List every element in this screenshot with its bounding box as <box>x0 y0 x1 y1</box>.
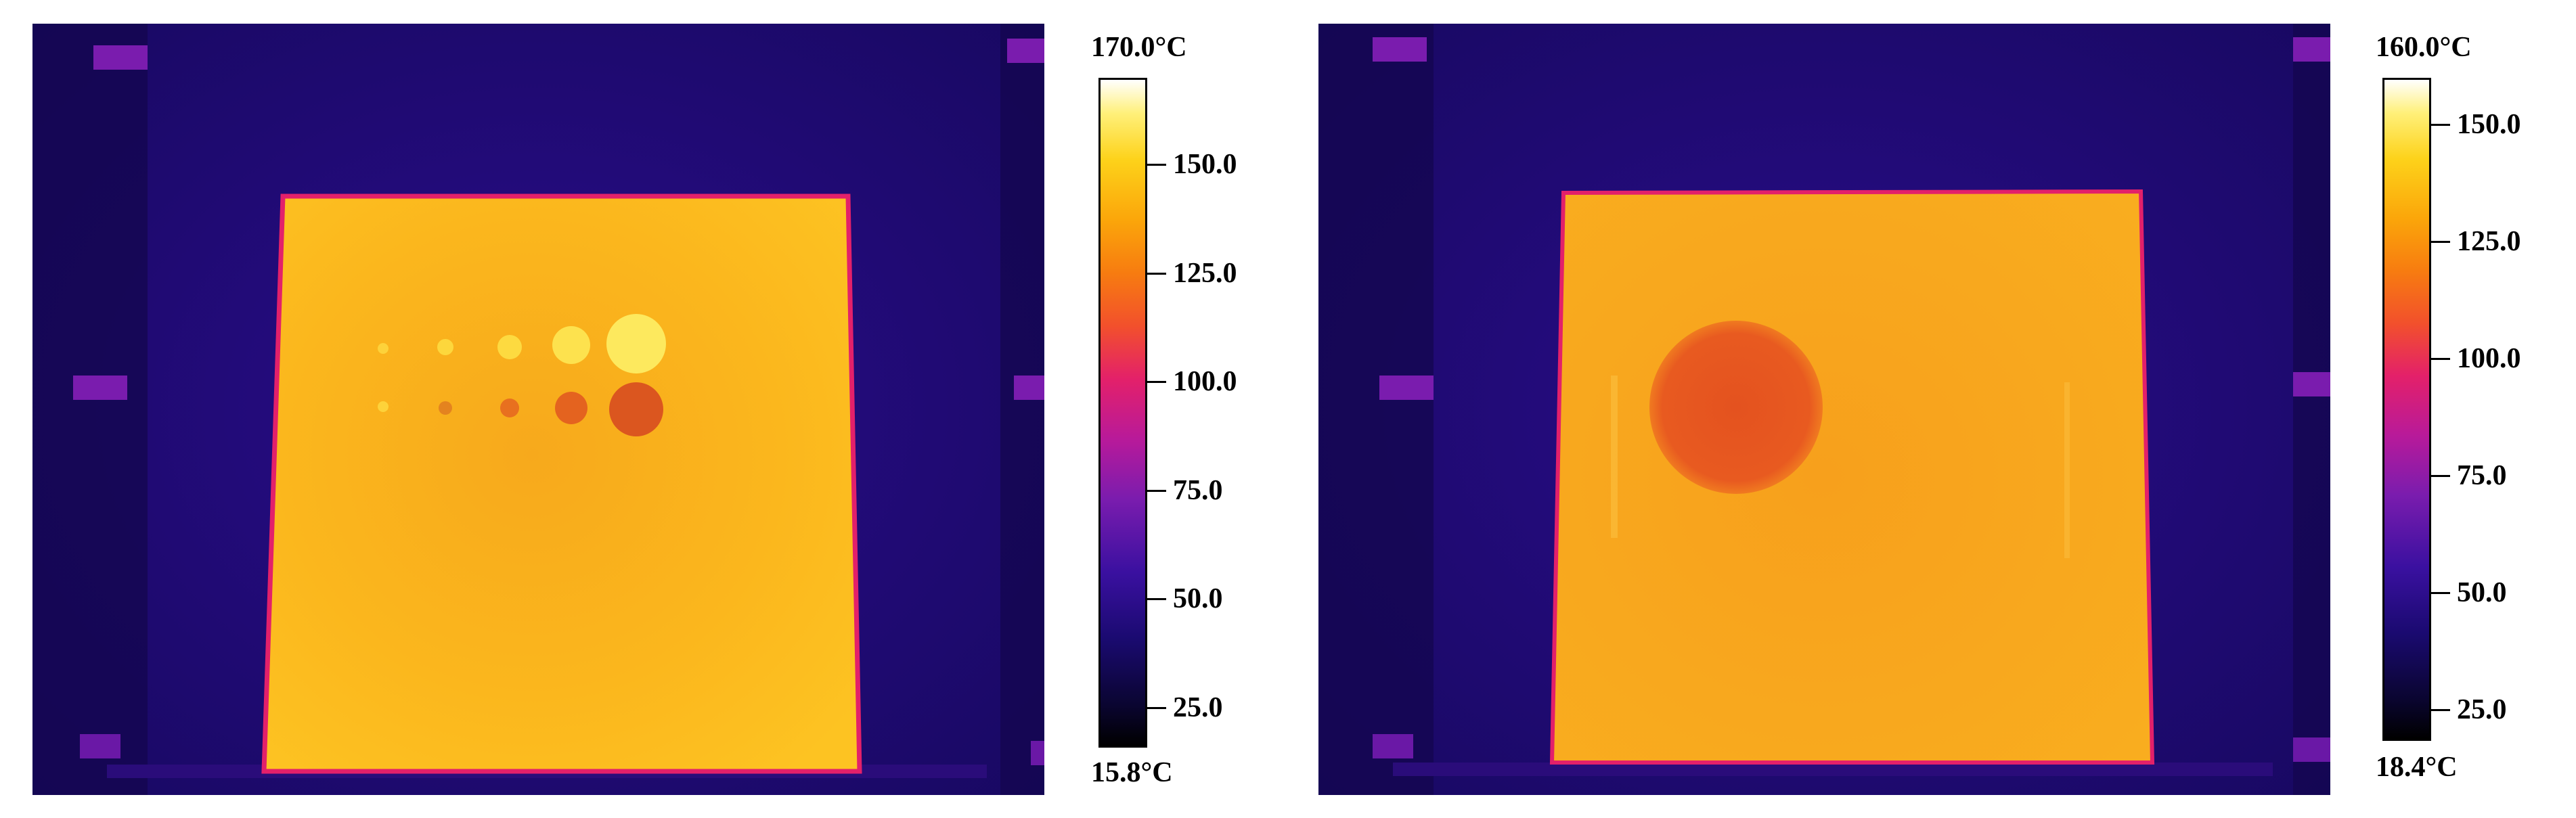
defect-row-top <box>378 314 666 373</box>
clamp-marker <box>80 734 120 758</box>
thermal-panel-left: 170.0°C 15.8°C 150.0 125.0 100.0 75.0 50.0 25… <box>0 0 1286 818</box>
scale-tick-label: 25.0 <box>1173 691 1223 723</box>
thermal-image-right <box>1318 24 2330 795</box>
scale-tick <box>2431 124 2450 127</box>
scale-tick-label: 75.0 <box>1173 474 1223 506</box>
left-mount-strip <box>1318 24 1434 795</box>
clamp-marker <box>2293 737 2330 762</box>
scale-tick <box>1147 272 1166 275</box>
clamp-marker <box>1031 741 1044 765</box>
right-mount-strip <box>2293 24 2330 795</box>
scale-tick-label: 100.0 <box>1173 366 1237 398</box>
scale-tick-label: 100.0 <box>2457 343 2521 375</box>
thermal-image-left <box>32 24 1044 795</box>
heated-plate <box>1549 189 2155 765</box>
scale-tick <box>2431 475 2450 478</box>
clamp-marker <box>93 45 148 70</box>
clamp-marker <box>1007 39 1044 63</box>
clamp-marker <box>73 376 127 400</box>
scale-max-label: 170.0°C <box>1091 32 1187 63</box>
clamp-marker <box>1379 376 1434 400</box>
scale-min-label: 15.8°C <box>1091 757 1173 788</box>
scale-tick <box>1147 489 1166 492</box>
scale-tick <box>1147 598 1166 601</box>
scale-tick-label: 50.0 <box>2457 577 2507 609</box>
scale-tick <box>2431 358 2450 361</box>
scale-tick-label: 125.0 <box>2457 226 2521 258</box>
scale-tick <box>1147 706 1166 709</box>
scale-tick-label: 75.0 <box>2457 460 2507 492</box>
scale-tick-label: 50.0 <box>1173 583 1223 615</box>
scale-tick-label: 25.0 <box>2457 694 2507 726</box>
color-scale-bar <box>1098 78 1147 748</box>
left-mount-strip <box>32 24 148 795</box>
clamp-marker <box>1373 734 1413 758</box>
plate-streak <box>2064 382 2070 558</box>
clamp-marker <box>2293 372 2330 396</box>
scale-tick <box>2431 709 2450 712</box>
scale-min-label: 18.4°C <box>2376 752 2458 783</box>
scale-max-label: 160.0°C <box>2376 32 2472 63</box>
defect-spot <box>1649 321 1823 494</box>
scale-tick <box>2431 592 2450 595</box>
color-scale-bar <box>2382 78 2431 741</box>
scale-tick-label: 125.0 <box>1173 257 1237 289</box>
scale-tick <box>1147 381 1166 384</box>
scale-tick <box>1147 164 1166 166</box>
right-mount-strip <box>1000 24 1044 795</box>
thermal-panel-right: 160.0°C 18.4°C 150.0 125.0 100.0 75.0 50.0 25… <box>1286 0 2576 818</box>
defect-row-bottom <box>378 382 663 436</box>
scale-tick-label: 150.0 <box>2457 109 2521 141</box>
plate-streak <box>1611 376 1618 538</box>
scale-tick <box>2431 241 2450 244</box>
bottom-bar <box>1393 763 2273 776</box>
clamp-marker <box>1373 37 1427 62</box>
clamp-marker <box>2293 37 2330 62</box>
clamp-marker <box>1014 376 1044 400</box>
scale-tick-label: 150.0 <box>1173 149 1237 181</box>
heated-plate <box>261 194 862 774</box>
